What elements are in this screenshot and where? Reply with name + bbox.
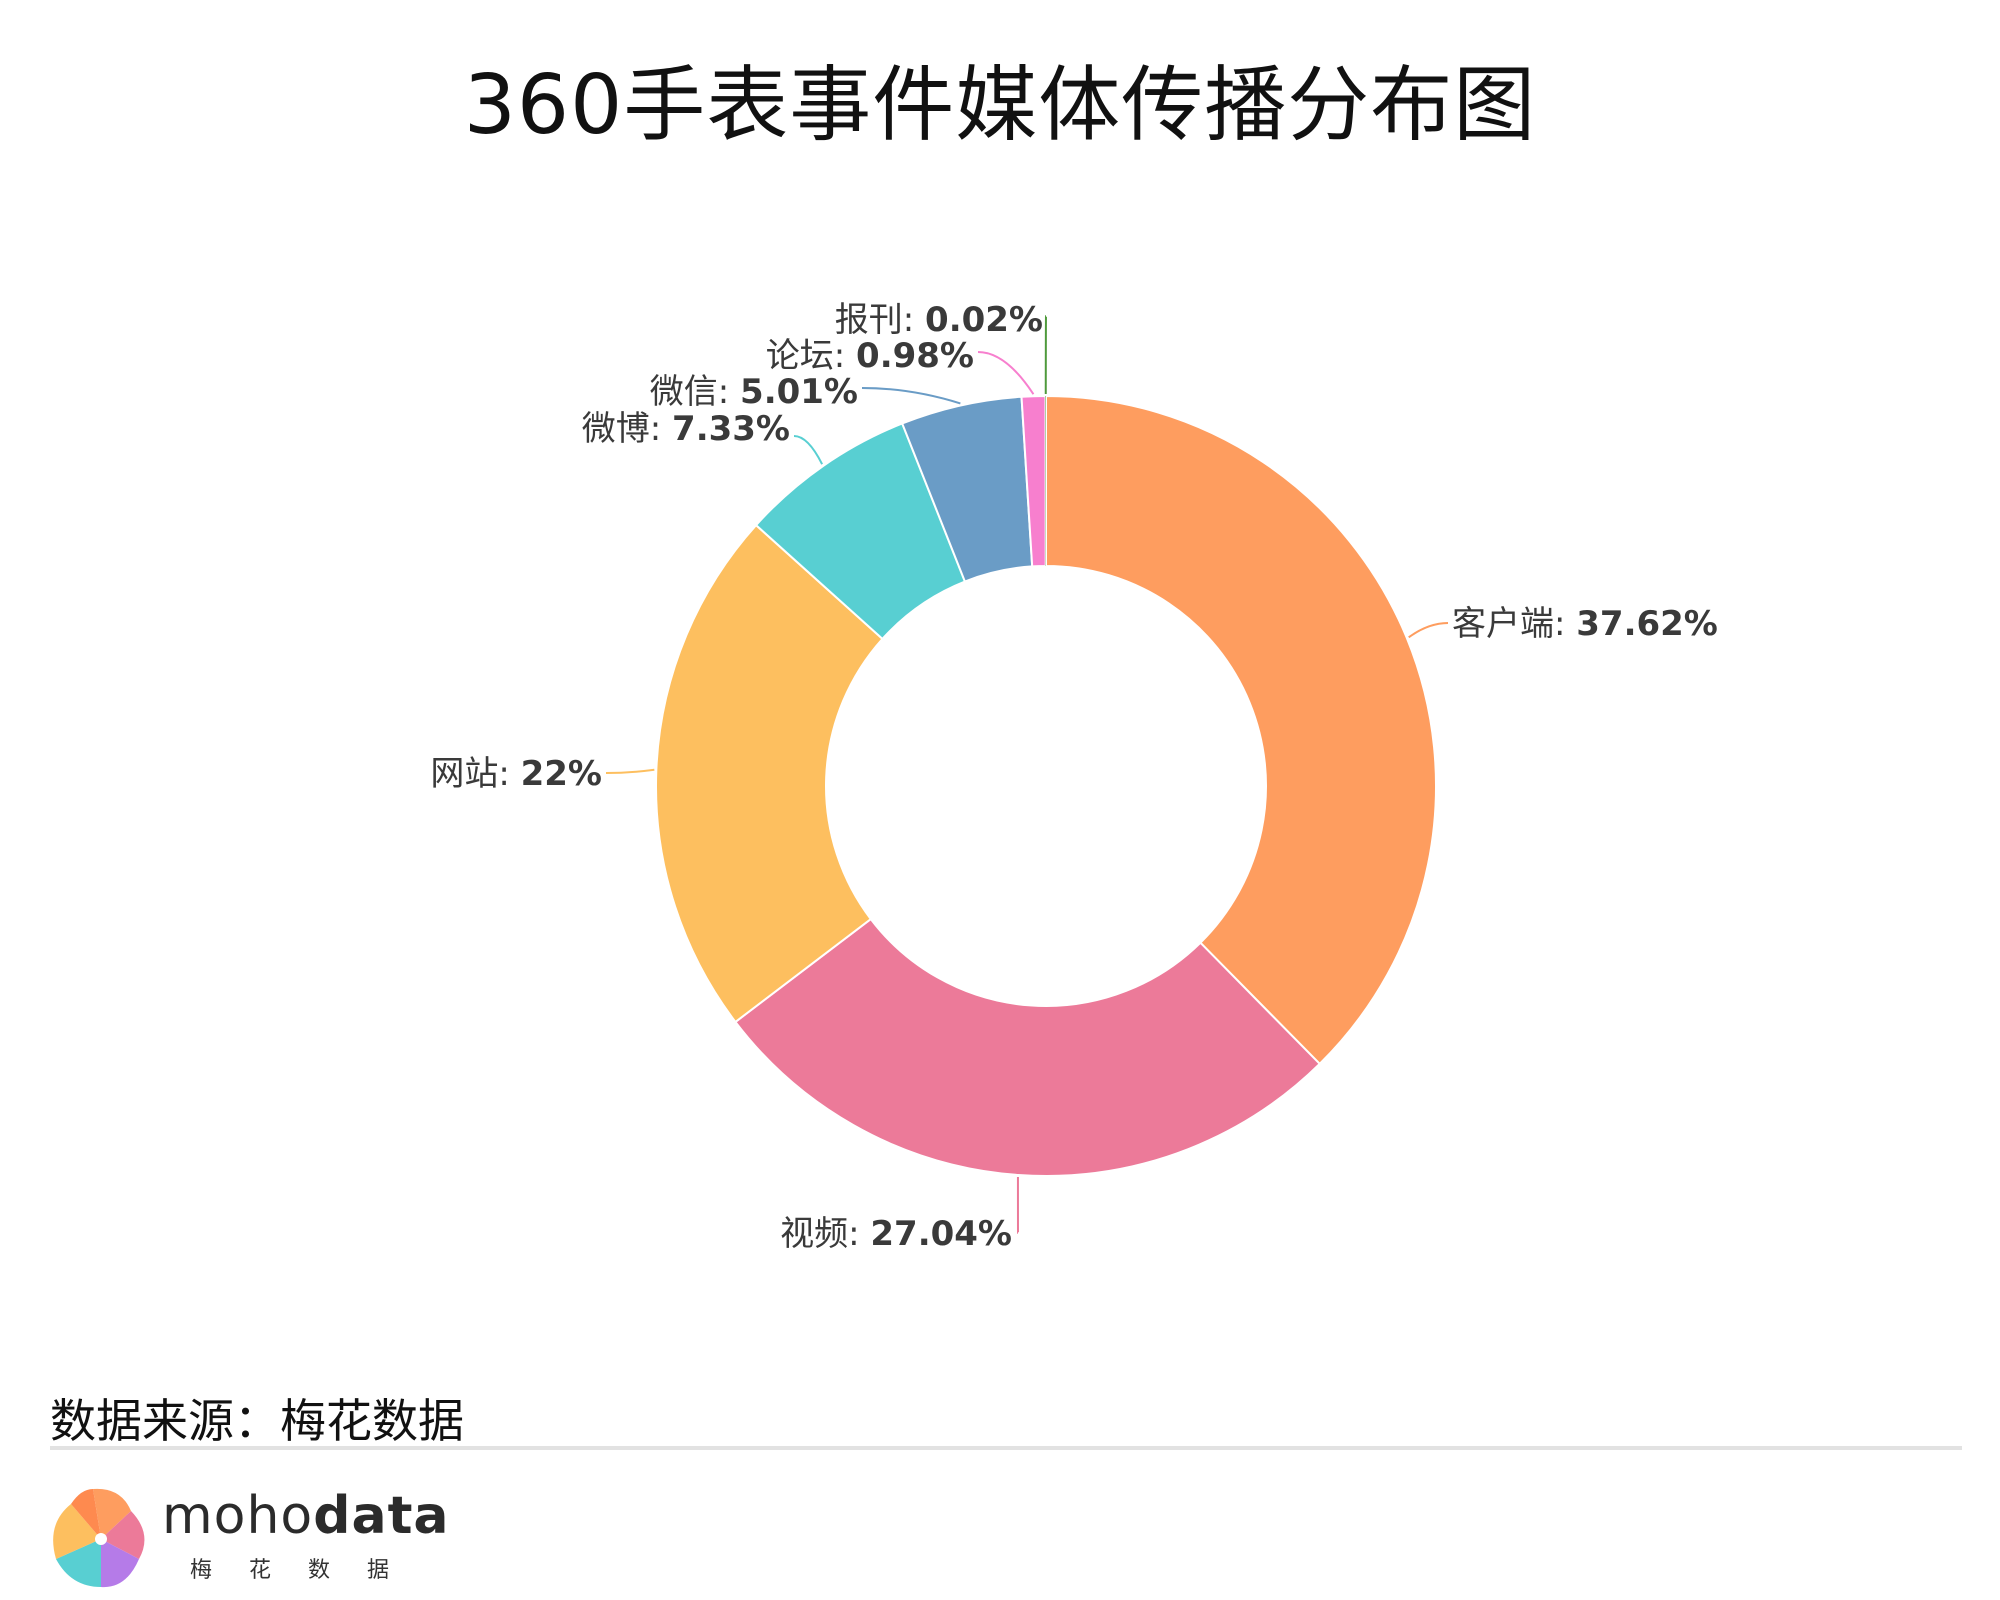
slice-label-网站: 网站: 22%	[430, 754, 602, 794]
leader-line-客户端	[1408, 622, 1449, 639]
mohodata-logo-icon	[53, 1488, 145, 1588]
slice-label-论坛: 论坛: 0.98%	[766, 336, 974, 376]
slice-label-视频: 视频: 27.04%	[780, 1214, 1012, 1254]
leader-line-网站	[605, 768, 655, 774]
chart-title: 360手表事件媒体传播分布图	[463, 58, 1537, 153]
slice-视频	[734, 917, 1322, 1177]
donut-chart: 客户端: 37.62% 视频: 27.04% 网站: 22% 微博: 7.33%微信:…	[430, 300, 1718, 1254]
slice-label-报刊: 报刊: 0.02%	[835, 300, 1043, 340]
leader-line-微信	[861, 387, 961, 405]
slices-layer	[655, 394, 1437, 1177]
slice-label-微博: 微博: 7.33%	[582, 409, 790, 449]
slice-网站	[655, 523, 884, 1024]
footer-divider	[50, 1446, 1962, 1450]
slice-论坛	[1020, 394, 1047, 568]
leader-line-论坛	[977, 351, 1035, 395]
slice-label-客户端: 客户端: 37.62%	[1452, 604, 1718, 644]
slice-客户端	[1045, 394, 1437, 1066]
brand-subtitle: 梅花数据	[190, 1558, 427, 1583]
slice-label-微信: 微信: 5.01%	[650, 372, 858, 412]
leader-line-微博	[793, 435, 824, 465]
data-source-note: 数据来源：梅花数据	[50, 1394, 464, 1448]
brand-name: mohodata	[162, 1486, 450, 1546]
labels-layer: 客户端: 37.62% 视频: 27.04% 网站: 22% 微博: 7.33%微信:…	[430, 300, 1718, 1254]
